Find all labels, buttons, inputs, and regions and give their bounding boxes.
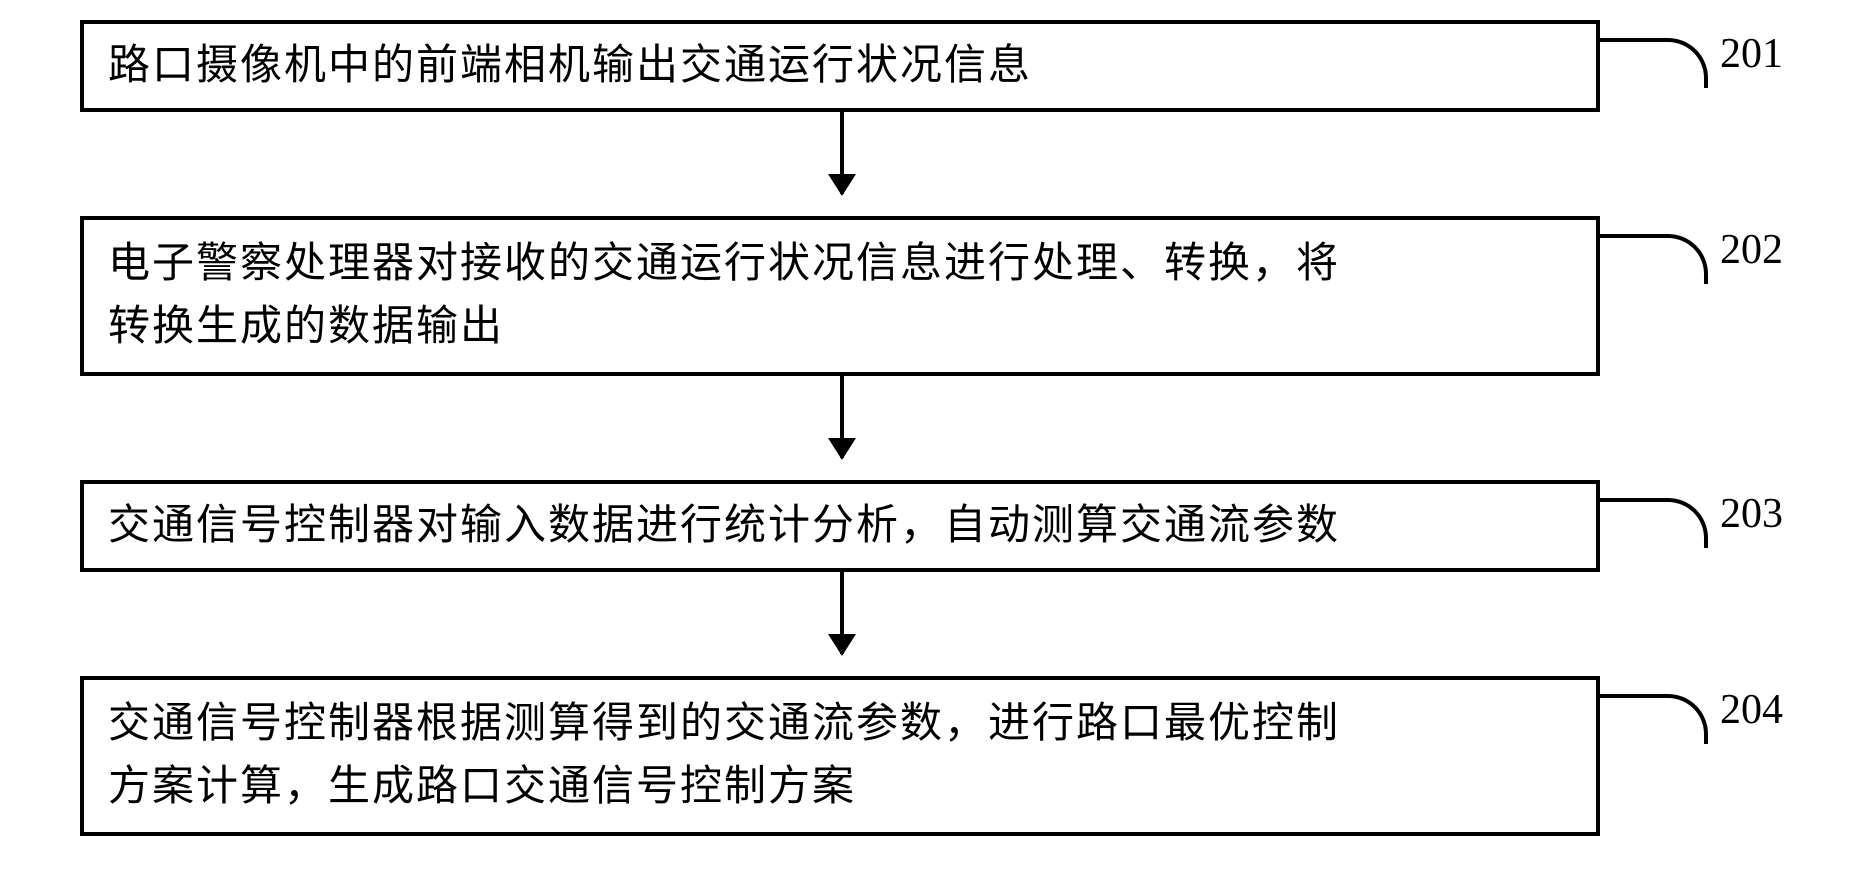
connector-202 (1598, 234, 1708, 284)
flow-box-204: 交通信号控制器根据测算得到的交通流参数，进行路口最优控制 方案计算，生成路口交通… (80, 676, 1600, 836)
step-label-201: 201 (1720, 30, 1783, 78)
arrow-201-202 (840, 112, 844, 194)
arrow-203-204 (840, 572, 844, 654)
flowchart-diagram: 路口摄像机中的前端相机输出交通运行状况信息 201 电子警察处理器对接收的交通运… (0, 0, 1856, 896)
arrow-202-203 (840, 376, 844, 458)
step-label-202: 202 (1720, 226, 1783, 274)
flow-text-201: 路口摄像机中的前端相机输出交通运行状况信息 (108, 35, 1032, 98)
step-label-203: 203 (1720, 490, 1783, 538)
flow-text-202: 电子警察处理器对接收的交通运行状况信息进行处理、转换，将 转换生成的数据输出 (108, 233, 1340, 359)
flow-box-201: 路口摄像机中的前端相机输出交通运行状况信息 (80, 20, 1600, 112)
connector-203 (1598, 498, 1708, 548)
flow-box-203: 交通信号控制器对输入数据进行统计分析，自动测算交通流参数 (80, 480, 1600, 572)
connector-204 (1598, 694, 1708, 744)
step-label-204: 204 (1720, 686, 1783, 734)
flow-text-203: 交通信号控制器对输入数据进行统计分析，自动测算交通流参数 (108, 495, 1340, 558)
connector-201 (1598, 38, 1708, 88)
flow-text-204: 交通信号控制器根据测算得到的交通流参数，进行路口最优控制 方案计算，生成路口交通… (108, 693, 1340, 819)
flow-box-202: 电子警察处理器对接收的交通运行状况信息进行处理、转换，将 转换生成的数据输出 (80, 216, 1600, 376)
